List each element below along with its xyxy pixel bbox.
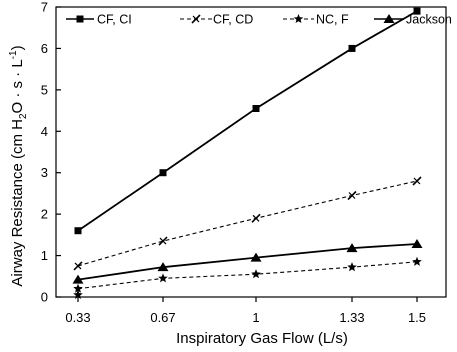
data-point	[159, 169, 167, 177]
legend-item: Jackson	[374, 13, 452, 27]
y-tick-label: 0	[41, 290, 48, 305]
y-tick-label: 1	[41, 248, 48, 263]
legend-label: CF, CI	[97, 13, 132, 27]
y-tick-label: 7	[41, 0, 48, 15]
x-marker-stroke	[74, 262, 82, 270]
x-marker-stroke	[192, 15, 200, 23]
data-point	[158, 236, 168, 246]
data-point	[73, 283, 83, 293]
legend-marker	[383, 14, 395, 23]
data-point	[73, 261, 83, 271]
data-point	[347, 262, 357, 272]
data-point	[72, 274, 84, 284]
legend-marker	[191, 14, 201, 24]
x-tick-label: 1.33	[339, 310, 364, 325]
x-tick-label: 1.5	[408, 310, 426, 325]
y-tick-label: 6	[41, 41, 48, 56]
data-point	[158, 273, 168, 283]
y-tick-label: 5	[41, 82, 48, 97]
y-axis-label-part: O · s · L	[9, 59, 26, 113]
series-cf-cd	[73, 176, 422, 271]
data-point	[413, 7, 421, 15]
series-line	[77, 180, 418, 267]
x-tick-label: 0.67	[150, 310, 175, 325]
data-point	[348, 44, 356, 52]
data-point	[411, 238, 423, 248]
series-jackson	[72, 238, 423, 284]
series-cf-ci	[74, 7, 421, 235]
legend: CF, CI CF, CD NC, F Jackson	[66, 13, 452, 27]
legend-label: CF, CD	[213, 13, 253, 27]
x-tick-label: 0.33	[65, 310, 90, 325]
x-marker-stroke	[348, 192, 356, 199]
x-tick-label: 1	[252, 310, 259, 325]
data-point	[73, 289, 83, 299]
y-tick-label: 3	[41, 165, 48, 180]
series-layer	[72, 7, 423, 299]
data-point	[412, 176, 422, 186]
y-axis-label-sub: 2	[18, 113, 29, 119]
x-marker-stroke	[413, 177, 421, 185]
plot-area	[55, 6, 447, 298]
y-tick-label: 2	[41, 207, 48, 222]
legend-label: NC, F	[316, 13, 349, 27]
series-line	[77, 10, 418, 232]
plot-frame	[55, 6, 447, 298]
legend-item: CF, CI	[66, 13, 132, 27]
x-marker-stroke	[252, 214, 260, 222]
data-point	[250, 252, 262, 262]
y-axis: 0 1 2 3 4 5 6 7	[41, 0, 61, 305]
x-axis-label: Inspiratory Gas Flow (L/s)	[176, 330, 348, 347]
data-point	[412, 256, 422, 266]
data-point	[157, 262, 169, 272]
y-axis-label-sup: -1	[8, 50, 19, 59]
y-axis-label-part: )	[9, 45, 26, 50]
series-nc-f	[73, 256, 422, 293]
legend-marker	[293, 14, 304, 24]
x-marker-stroke	[159, 237, 167, 245]
y-axis-label: Airway Resistance (cm H2O · s · L-1)	[8, 45, 29, 286]
legend-item: NC, F	[283, 13, 349, 27]
data-point	[251, 213, 261, 223]
data-point	[74, 227, 82, 235]
data-point	[346, 243, 358, 253]
legend-label: Jackson	[406, 13, 452, 27]
legend-item: CF, CD	[180, 13, 253, 27]
legend-marker	[76, 15, 84, 23]
x-axis: 0.33 0.67 1 1.33 1.5	[65, 297, 426, 325]
y-axis-label-part: Airway Resistance (cm H	[9, 119, 26, 287]
data-point	[251, 269, 261, 279]
data-point	[347, 190, 357, 201]
series-line	[77, 261, 418, 290]
y-tick-label: 4	[41, 124, 48, 139]
data-point	[252, 105, 260, 112]
